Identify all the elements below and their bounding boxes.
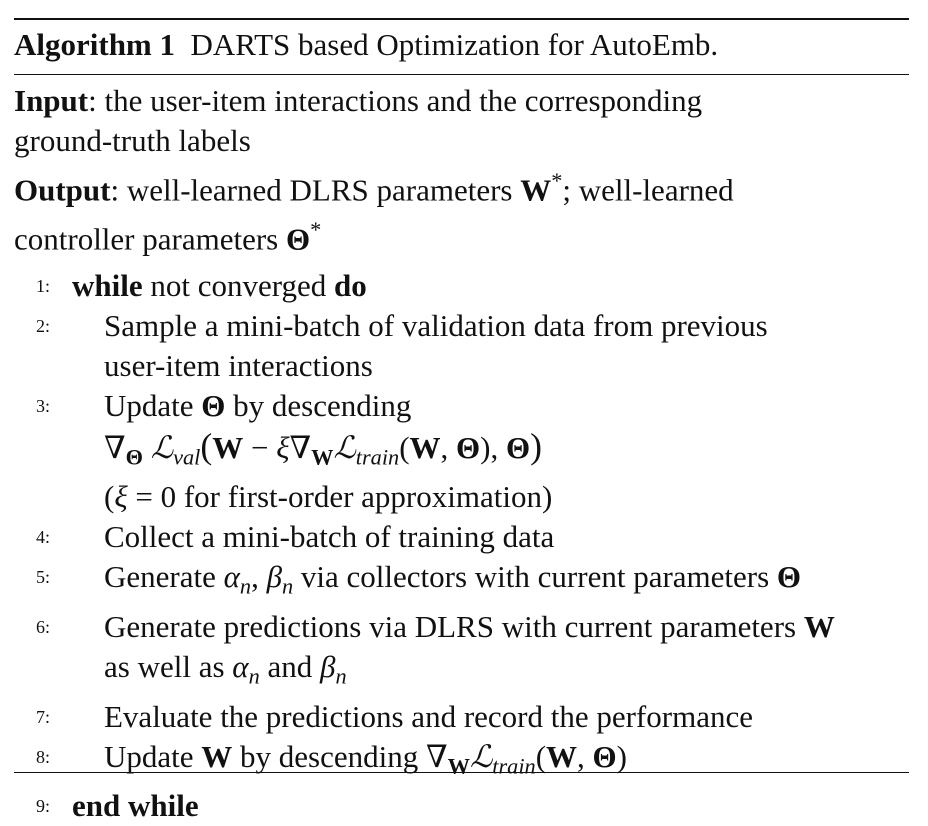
step-number: 9: (36, 796, 51, 817)
w-symbol: W (520, 172, 552, 208)
step-number: 3: (36, 395, 51, 416)
caption-rule (14, 74, 909, 75)
step-text-line1: Update Θ by descending (104, 387, 412, 423)
theta-symbol: Θ (201, 387, 226, 423)
output-block: Output: well-learned DLRS parameters W*;… (14, 161, 909, 260)
algorithm-caption: Algorithm 1 DARTS based Optimization for… (14, 20, 909, 74)
bottom-rule (14, 772, 909, 773)
step-text-line1: Generate predictions via DLRS with curre… (104, 608, 835, 644)
top-rule (14, 18, 909, 20)
step-7: 7: Evaluate the predictions and record t… (14, 697, 909, 737)
step-1: 1: while not converged do (14, 266, 909, 306)
output-text-1a: : well-learned DLRS parameters (110, 172, 521, 208)
step-number: 8: (36, 746, 51, 767)
step-2: 2: Sample a mini-batch of validation dat… (14, 306, 909, 386)
step-text: Evaluate the predictions and record the … (104, 698, 753, 734)
gradient-formula: ∇Θ ℒval(W − ξ∇Wℒtrain(W, Θ), Θ) (104, 425, 542, 470)
algorithm-label: Algorithm 1 (14, 27, 176, 62)
step-number: 7: (36, 706, 51, 727)
step-number: 5: (36, 567, 51, 588)
output-text-2: controller parameters (14, 221, 286, 257)
step-text-line3: (ξ = 0 for first-order approximation) (104, 479, 553, 515)
input-text-line2: ground-truth labels (14, 123, 251, 158)
step-text: Collect a mini-batch of training data (104, 519, 555, 555)
star-symbol: * (551, 168, 563, 193)
step-9: 9: end while (14, 786, 909, 826)
input-text-line1: : the user-item interactions and the cor… (88, 83, 703, 118)
train-gradient-formula: ∇Wℒtrain(W, Θ) (426, 738, 627, 779)
step-number: 4: (36, 527, 51, 548)
step-number: 6: (36, 616, 51, 637)
algorithm-box: Algorithm 1 DARTS based Optimization for… (14, 18, 909, 826)
step-text-line2: as well as αn and βn (104, 648, 347, 689)
step-text: not converged (142, 267, 335, 303)
output-text-1b: ; well-learned (562, 172, 734, 208)
step-8: 8: Update W by descending ∇Wℒtrain(W, Θ) (36, 738, 627, 779)
step-6: 6: Generate predictions via DLRS with cu… (14, 607, 909, 697)
step-5: 5: Generate αn, βn via collectors with c… (36, 559, 802, 599)
w-symbol: W (201, 738, 233, 774)
theta-symbol: Θ (776, 559, 802, 595)
input-block: Input: the user-item interactions and th… (14, 81, 909, 161)
keyword-do: do (334, 267, 367, 303)
step-3: 3: Update Θ by descending ∇Θ ℒval(W − ξ∇… (14, 386, 909, 518)
keyword-end-while: end while (72, 788, 199, 824)
step-number: 1: (36, 275, 51, 296)
theta-symbol: Θ (285, 221, 311, 257)
keyword-while: while (72, 267, 143, 303)
output-label: Output (14, 172, 111, 208)
star-symbol: * (310, 217, 322, 243)
step-number: 2: (36, 315, 51, 336)
algorithm-steps: 1: while not converged do 2: Sample a mi… (14, 266, 909, 826)
algorithm-title: DARTS based Optimization for AutoEmb. (190, 27, 719, 62)
alpha-beta-symbols: αn, βn (223, 559, 294, 599)
w-symbol: W (803, 608, 835, 644)
input-label: Input (14, 83, 89, 118)
step-text-line1: Sample a mini-batch of validation data f… (104, 307, 768, 343)
step-text-line2: user-item interactions (104, 347, 373, 383)
step-4: 4: Collect a mini-batch of training data (14, 517, 909, 557)
